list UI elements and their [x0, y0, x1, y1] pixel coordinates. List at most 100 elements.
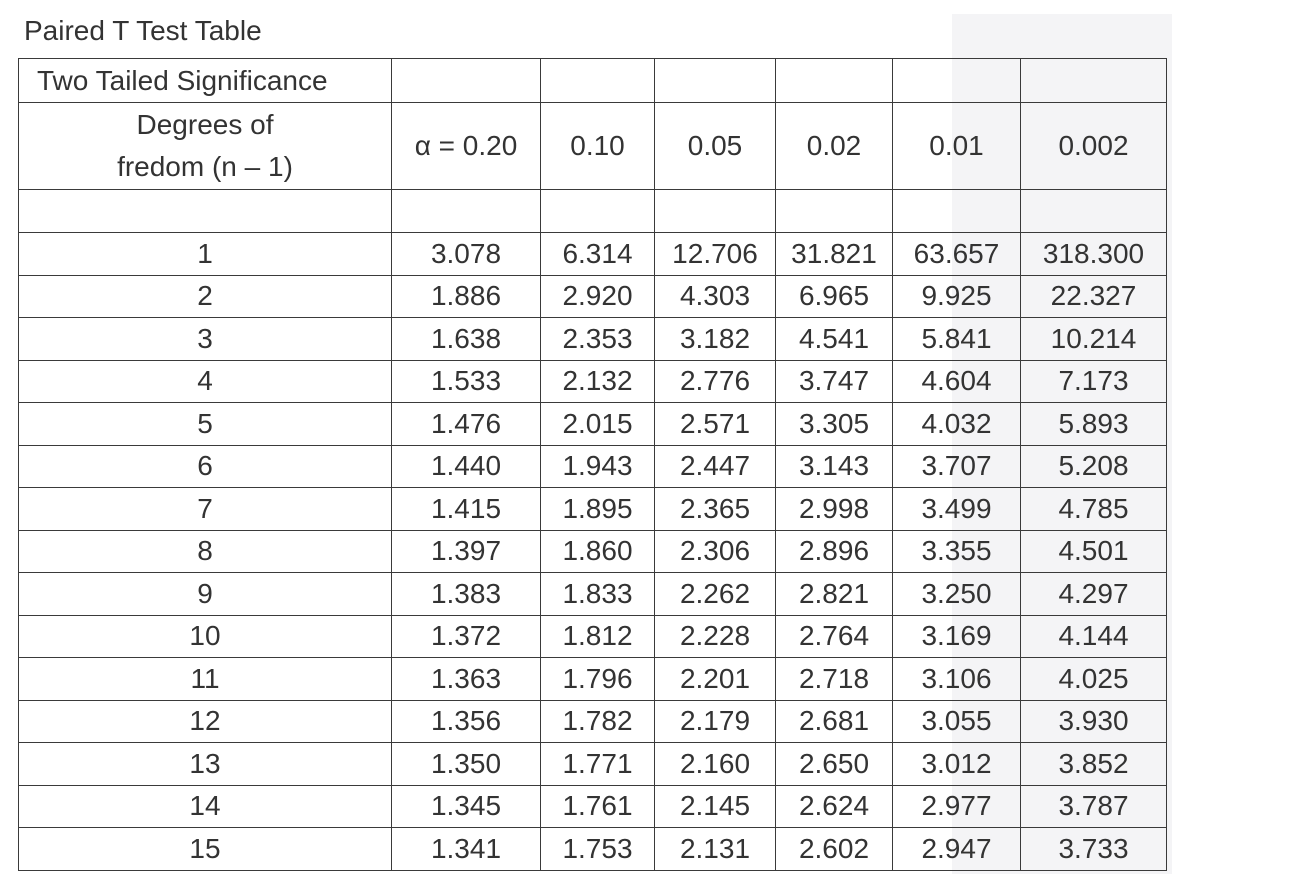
critical-value-cell: 31.821 [775, 232, 893, 276]
critical-value-cell: 2.015 [540, 402, 655, 446]
empty-cell [18, 189, 392, 233]
critical-value-cell: 12.706 [654, 232, 776, 276]
critical-value-cell: 4.144 [1020, 614, 1167, 658]
critical-value-cell: 2.718 [775, 657, 893, 701]
df-cell: 12 [18, 699, 392, 743]
df-cell: 1 [18, 232, 392, 276]
critical-value-cell: 1.895 [540, 487, 655, 531]
alpha-header: 0.02 [775, 102, 893, 190]
critical-value-cell: 22.327 [1020, 274, 1167, 318]
alpha-header: α = 0.20 [391, 102, 541, 190]
critical-value-cell: 3.355 [892, 529, 1021, 573]
critical-value-cell: 3.250 [892, 572, 1021, 616]
critical-value-cell: 4.025 [1020, 657, 1167, 701]
critical-value-cell: 1.782 [540, 699, 655, 743]
critical-value-cell: 1.440 [391, 444, 541, 488]
critical-value-cell: 2.821 [775, 572, 893, 616]
critical-value-cell: 1.533 [391, 359, 541, 403]
table-row: 6 1.440 1.943 2.447 3.143 3.707 5.208 [18, 444, 1167, 488]
empty-cell [1020, 58, 1167, 103]
critical-value-cell: 2.571 [654, 402, 776, 446]
empty-cell [892, 189, 1021, 233]
alpha-header: 0.10 [540, 102, 655, 190]
critical-value-cell: 3.747 [775, 359, 893, 403]
critical-value-cell: 3.012 [892, 742, 1021, 786]
critical-value-cell: 6.965 [775, 274, 893, 318]
critical-value-cell: 1.833 [540, 572, 655, 616]
table-row: 15 1.341 1.753 2.131 2.602 2.947 3.733 [18, 827, 1167, 871]
table-row: 3 1.638 2.353 3.182 4.541 5.841 10.214 [18, 317, 1167, 361]
critical-value-cell: 4.541 [775, 317, 893, 361]
critical-value-cell: 1.345 [391, 784, 541, 828]
critical-value-cell: 1.350 [391, 742, 541, 786]
critical-value-cell: 1.753 [540, 827, 655, 871]
critical-value-cell: 5.893 [1020, 402, 1167, 446]
critical-value-cell: 1.383 [391, 572, 541, 616]
critical-value-cell: 2.228 [654, 614, 776, 658]
critical-value-cell: 2.306 [654, 529, 776, 573]
empty-cell [1020, 189, 1167, 233]
empty-cell [654, 58, 776, 103]
df-cell: 14 [18, 784, 392, 828]
alpha-header: 0.01 [892, 102, 1021, 190]
critical-value-cell: 63.657 [892, 232, 1021, 276]
table-row: 1 3.078 6.314 12.706 31.821 63.657 318.300 [18, 232, 1167, 276]
critical-value-cell: 3.143 [775, 444, 893, 488]
critical-value-cell: 1.886 [391, 274, 541, 318]
critical-value-cell: 5.208 [1020, 444, 1167, 488]
df-cell: 6 [18, 444, 392, 488]
alpha-header: 0.05 [654, 102, 776, 190]
significance-label: Two Tailed Significance [18, 58, 392, 103]
critical-value-cell: 1.860 [540, 529, 655, 573]
critical-value-cell: 2.131 [654, 827, 776, 871]
t-distribution-table: Two Tailed Significance Degrees of fredo… [18, 58, 1167, 871]
df-cell: 7 [18, 487, 392, 531]
critical-value-cell: 4.785 [1020, 487, 1167, 531]
table-row: 8 1.397 1.860 2.306 2.896 3.355 4.501 [18, 529, 1167, 573]
df-cell: 9 [18, 572, 392, 616]
blank-row [18, 189, 1167, 233]
critical-value-cell: 1.397 [391, 529, 541, 573]
critical-value-cell: 3.106 [892, 657, 1021, 701]
table-row: 4 1.533 2.132 2.776 3.747 4.604 7.173 [18, 359, 1167, 403]
critical-value-cell: 2.624 [775, 784, 893, 828]
df-cell: 11 [18, 657, 392, 701]
critical-value-cell: 318.300 [1020, 232, 1167, 276]
table-row: 14 1.345 1.761 2.145 2.624 2.977 3.787 [18, 784, 1167, 828]
critical-value-cell: 1.812 [540, 614, 655, 658]
table-caption: Paired T Test Table [24, 15, 262, 46]
critical-value-cell: 1.796 [540, 657, 655, 701]
critical-value-cell: 4.297 [1020, 572, 1167, 616]
critical-value-cell: 1.761 [540, 784, 655, 828]
critical-value-cell: 2.764 [775, 614, 893, 658]
df-cell: 5 [18, 402, 392, 446]
critical-value-cell: 2.681 [775, 699, 893, 743]
dof-label-line2: fredom (n – 1) [117, 151, 293, 182]
empty-cell [391, 189, 541, 233]
critical-value-cell: 4.604 [892, 359, 1021, 403]
critical-value-cell: 1.943 [540, 444, 655, 488]
critical-value-cell: 3.182 [654, 317, 776, 361]
critical-value-cell: 3.733 [1020, 827, 1167, 871]
critical-value-cell: 1.341 [391, 827, 541, 871]
header-row: Degrees of fredom (n – 1) α = 0.20 0.10 … [18, 102, 1167, 190]
critical-value-cell: 2.132 [540, 359, 655, 403]
significance-row: Two Tailed Significance [18, 58, 1167, 103]
critical-value-cell: 1.476 [391, 402, 541, 446]
critical-value-cell: 2.447 [654, 444, 776, 488]
critical-value-cell: 2.896 [775, 529, 893, 573]
df-cell: 15 [18, 827, 392, 871]
critical-value-cell: 2.920 [540, 274, 655, 318]
critical-value-cell: 1.356 [391, 699, 541, 743]
empty-cell [654, 189, 776, 233]
critical-value-cell: 7.173 [1020, 359, 1167, 403]
table-row: 7 1.415 1.895 2.365 2.998 3.499 4.785 [18, 487, 1167, 531]
table-row: 5 1.476 2.015 2.571 3.305 4.032 5.893 [18, 402, 1167, 446]
critical-value-cell: 2.776 [654, 359, 776, 403]
df-cell: 10 [18, 614, 392, 658]
critical-value-cell: 2.947 [892, 827, 1021, 871]
critical-value-cell: 2.650 [775, 742, 893, 786]
critical-value-cell: 1.363 [391, 657, 541, 701]
df-cell: 2 [18, 274, 392, 318]
empty-cell [775, 58, 893, 103]
